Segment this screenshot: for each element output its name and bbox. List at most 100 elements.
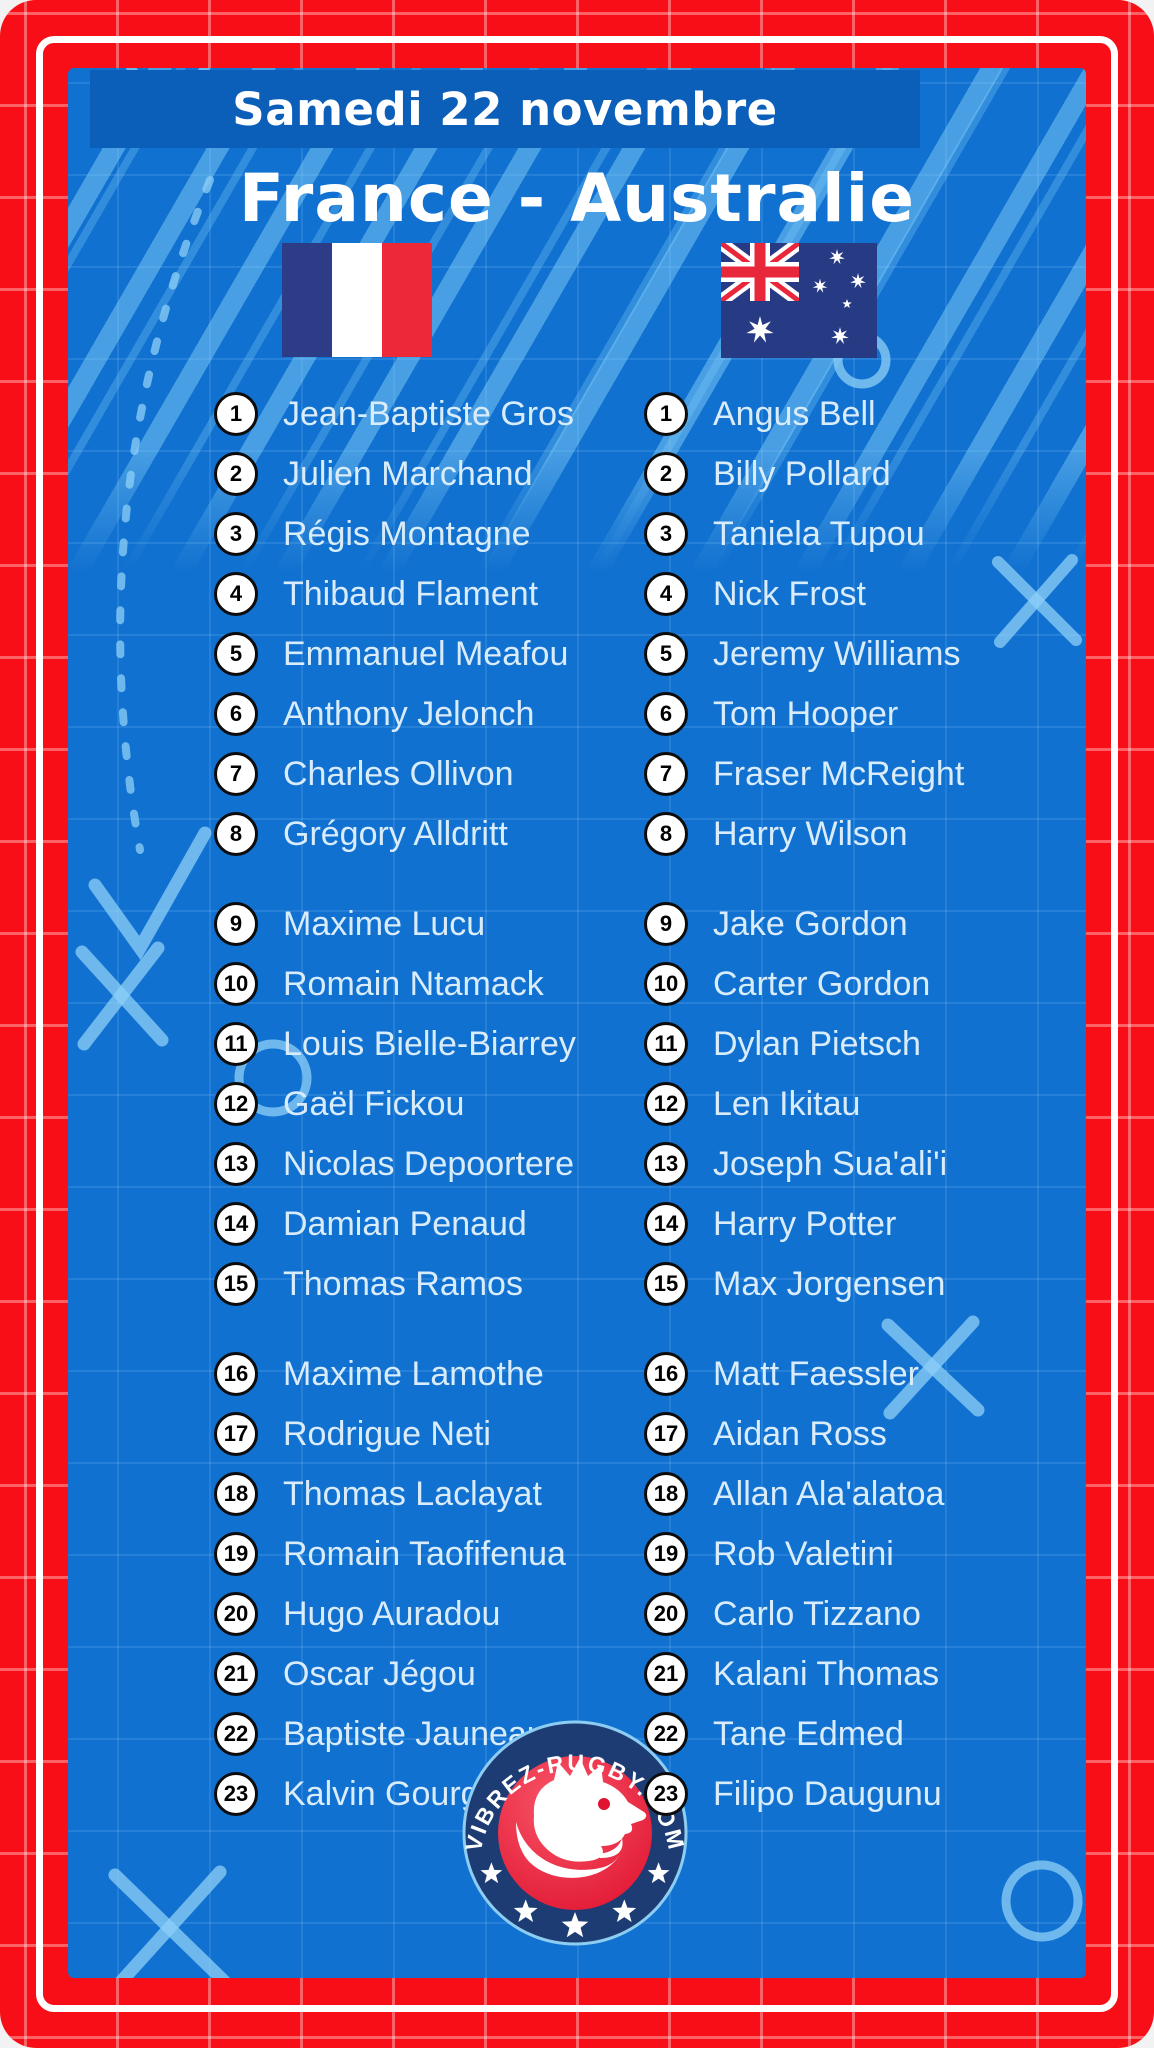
player-name: Anthony Jelonch — [283, 694, 535, 733]
x-doodle — [992, 554, 1082, 648]
player-name: Harry Potter — [713, 1204, 897, 1243]
player-number-badge: 11 — [644, 1022, 688, 1066]
player-name: Louis Bielle-Biarrey — [283, 1024, 576, 1063]
player-number-badge: 8 — [214, 812, 258, 856]
player-row: 1 Jean-Baptiste Gros — [68, 384, 1086, 444]
player-number-badge: 6 — [644, 692, 688, 736]
player-row: 6 Tom Hooper — [68, 684, 1086, 744]
player-row: 7 Fraser McReight — [68, 744, 1086, 804]
group-gap — [68, 864, 1086, 894]
player-number-badge: 4 — [214, 572, 258, 616]
star-icon — [561, 1912, 589, 1938]
player-name: Tane Edmed — [713, 1714, 904, 1753]
player-row: 13 Nicolas Depoortere — [68, 1134, 1086, 1194]
player-number-badge: 9 — [644, 902, 688, 946]
player-name: Nicolas Depoortere — [283, 1144, 575, 1183]
star-icon — [612, 1899, 637, 1922]
player-name: Jake Gordon — [713, 904, 908, 943]
match-date: Samedi 22 novembre — [232, 82, 778, 136]
player-number-badge: 2 — [644, 452, 688, 496]
player-row: 20 Hugo Auradou — [68, 1584, 1086, 1644]
player-number-badge: 23 — [644, 1772, 688, 1816]
player-row: 21 Kalani Thomas — [68, 1644, 1086, 1704]
player-row: 16 Maxime Lamothe — [68, 1344, 1086, 1404]
player-row: 8 Grégory Alldritt — [68, 804, 1086, 864]
player-row: 22 Tane Edmed — [68, 1704, 1086, 1764]
player-name: Joseph Sua'ali'i — [713, 1144, 948, 1183]
player-row: 3 Taniela Tupou — [68, 504, 1086, 564]
player-name: Hugo Auradou — [283, 1594, 501, 1633]
player-number-badge: 14 — [644, 1202, 688, 1246]
player-row: 13 Joseph Sua'ali'i — [68, 1134, 1086, 1194]
player-row: 19 Romain Taofifenua — [68, 1524, 1086, 1584]
player-name: Fraser McReight — [713, 754, 965, 793]
player-number-badge: 17 — [644, 1412, 688, 1456]
player-row: 10 Carter Gordon — [68, 954, 1086, 1014]
player-name: Matt Faessler — [713, 1354, 919, 1393]
flag-stars — [746, 249, 866, 345]
player-number-badge: 3 — [214, 512, 258, 556]
roster-column-australie: 1 Angus Bell 2 Billy Pollard 3 Taniela Tupou 4… — [68, 384, 1086, 1824]
player-row: 4 Thibaud Flament — [68, 564, 1086, 624]
player-row: 2 Julien Marchand — [68, 444, 1086, 504]
x-doodle — [108, 1865, 231, 1978]
circle-doodle — [234, 1039, 312, 1117]
player-number-badge: 11 — [214, 1022, 258, 1066]
group-gap — [68, 1314, 1086, 1344]
check-doodle — [88, 826, 212, 961]
star-icon — [480, 1862, 503, 1884]
match-title: France - Australie — [238, 160, 916, 237]
player-name: Len Ikitau — [713, 1084, 861, 1123]
player-name: Thibaud Flament — [283, 574, 539, 613]
player-name: Taniela Tupou — [713, 514, 925, 553]
player-number-badge: 6 — [214, 692, 258, 736]
player-row: 16 Matt Faessler — [68, 1344, 1086, 1404]
player-name: Allan Ala'alatoa — [713, 1474, 945, 1513]
x-doodle — [75, 941, 169, 1051]
player-row: 15 Max Jorgensen — [68, 1254, 1086, 1314]
player-row: 9 Maxime Lucu — [68, 894, 1086, 954]
player-number-badge: 14 — [214, 1202, 258, 1246]
player-name: Carlo Tizzano — [713, 1594, 921, 1633]
player-name: Thomas Ramos — [283, 1264, 523, 1303]
player-number-badge: 19 — [644, 1532, 688, 1576]
player-row: 12 Len Ikitau — [68, 1074, 1086, 1134]
player-number-badge: 1 — [644, 392, 688, 436]
player-number-badge: 23 — [214, 1772, 258, 1816]
player-name: Filipo Daugunu — [713, 1774, 942, 1813]
player-row: 17 Aidan Ross — [68, 1404, 1086, 1464]
player-name: Grégory Alldritt — [283, 814, 508, 853]
player-number-badge: 15 — [214, 1262, 258, 1306]
player-name: Oscar Jégou — [283, 1654, 476, 1693]
player-row: 18 Allan Ala'alatoa — [68, 1464, 1086, 1524]
player-row: 9 Jake Gordon — [68, 894, 1086, 954]
australia-flag-icon — [721, 243, 877, 358]
star-icon — [812, 278, 828, 293]
player-row: 11 Louis Bielle-Biarrey — [68, 1014, 1086, 1074]
player-name: Baptiste Jauneau — [283, 1714, 546, 1753]
player-name: Gaël Fickou — [283, 1084, 465, 1123]
player-row: 20 Carlo Tizzano — [68, 1584, 1086, 1644]
player-row: 6 Anthony Jelonch — [68, 684, 1086, 744]
player-row: 12 Gaël Fickou — [68, 1074, 1086, 1134]
player-number-badge: 18 — [644, 1472, 688, 1516]
france-flag-icon — [282, 243, 432, 357]
date-band: Samedi 22 novembre — [90, 70, 920, 148]
logo-stars — [480, 1862, 670, 1938]
player-number-badge: 21 — [214, 1652, 258, 1696]
dashed-curve-doodle — [116, 176, 214, 854]
x-doodle — [881, 1315, 985, 1420]
star-icon — [647, 1862, 670, 1884]
player-name: Jeremy Williams — [713, 634, 961, 673]
player-row: 17 Rodrigue Neti — [68, 1404, 1086, 1464]
player-row: 23 Filipo Daugunu — [68, 1764, 1086, 1824]
player-name: Billy Pollard — [713, 454, 891, 493]
player-row: 14 Damian Penaud — [68, 1194, 1086, 1254]
player-number-badge: 15 — [644, 1262, 688, 1306]
player-row: 10 Romain Ntamack — [68, 954, 1086, 1014]
player-name: Maxime Lamothe — [283, 1354, 544, 1393]
player-number-badge: 10 — [214, 962, 258, 1006]
player-number-badge: 16 — [214, 1352, 258, 1396]
player-name: Julien Marchand — [283, 454, 533, 493]
player-name: Jean-Baptiste Gros — [283, 394, 575, 433]
